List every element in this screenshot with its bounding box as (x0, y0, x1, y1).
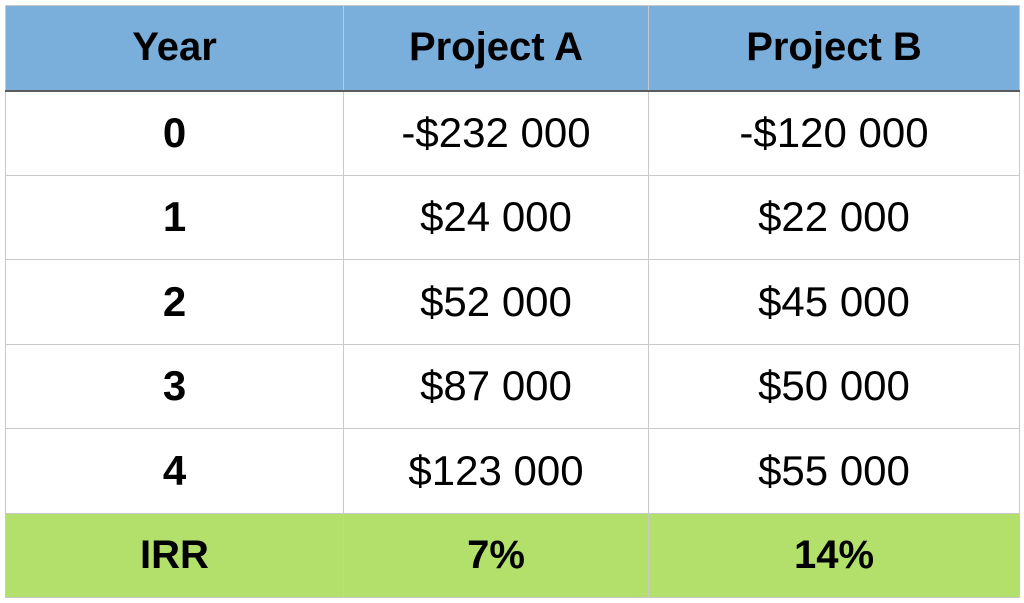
project-b-cell: $50 000 (648, 343, 1020, 429)
project-b-cell: -$120 000 (648, 90, 1020, 176)
year-cell: 0 (5, 90, 344, 176)
irr-project-b: 14% (648, 512, 1020, 598)
project-a-cell: -$232 000 (343, 90, 649, 176)
year-cell: 2 (5, 259, 344, 345)
irr-project-a: 7% (343, 512, 649, 598)
irr-comparison-table: Year Project A Project B 0 -$232 000 -$1… (5, 5, 1020, 598)
table-row: 4 $123 000 $55 000 (5, 428, 1020, 514)
project-b-cell: $55 000 (648, 428, 1020, 514)
table-row: 1 $24 000 $22 000 (5, 174, 1020, 260)
project-a-cell: $87 000 (343, 343, 649, 429)
irr-comparison-table-container: Year Project A Project B 0 -$232 000 -$1… (5, 5, 1020, 598)
irr-row: IRR 7% 14% (5, 512, 1020, 598)
year-cell: 3 (5, 343, 344, 429)
project-a-cell: $52 000 (343, 259, 649, 345)
year-cell: 4 (5, 428, 344, 514)
year-cell: 1 (5, 174, 344, 260)
project-b-cell: $45 000 (648, 259, 1020, 345)
header-year: Year (5, 5, 344, 92)
project-a-cell: $24 000 (343, 174, 649, 260)
header-project-a: Project A (343, 5, 649, 92)
header-row: Year Project A Project B (5, 5, 1020, 92)
header-project-b: Project B (648, 5, 1020, 92)
project-b-cell: $22 000 (648, 174, 1020, 260)
project-a-cell: $123 000 (343, 428, 649, 514)
table-row: 3 $87 000 $50 000 (5, 343, 1020, 429)
table-row: 0 -$232 000 -$120 000 (5, 90, 1020, 176)
table-row: 2 $52 000 $45 000 (5, 259, 1020, 345)
irr-label: IRR (5, 512, 344, 598)
